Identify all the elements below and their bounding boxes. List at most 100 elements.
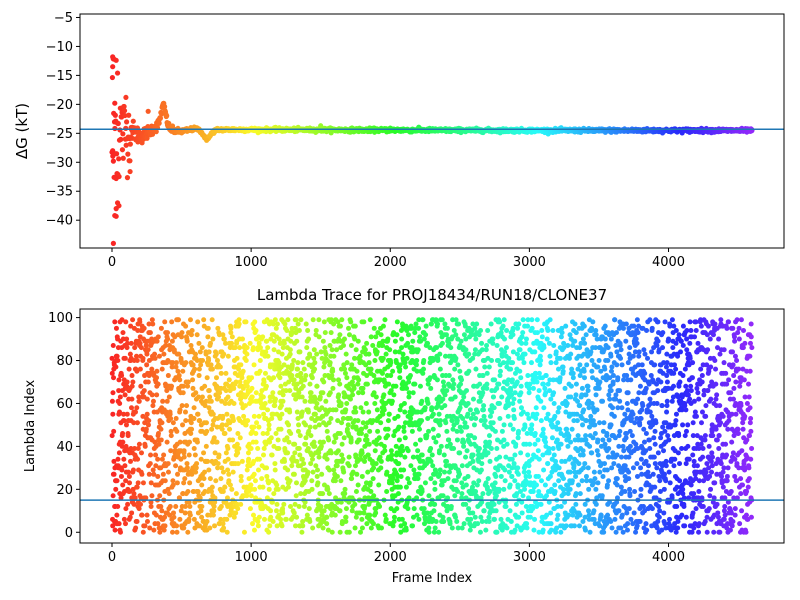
lambda-point [267,523,273,529]
lambda-point [206,358,212,364]
delta-g-point [121,103,127,110]
lambda-point [501,336,507,342]
lambda-point [197,349,203,355]
lambda-point [300,523,306,529]
lambda-point [183,360,189,366]
lambda-point [534,411,540,417]
lambda-point [525,452,531,458]
lambda-point [305,409,311,415]
delta-g-y-tick-label: −40 [46,214,73,229]
lambda-point [482,364,488,370]
lambda-point [485,476,491,482]
delta-g-point [110,240,116,246]
lambda-point [580,452,586,458]
lambda-point [567,332,573,338]
lambda-point [115,456,121,462]
lambda-point [245,450,251,456]
lambda-point [421,366,427,372]
lambda-point [320,439,326,445]
lambda-point [556,478,562,484]
lambda-point [564,400,570,406]
lambda-point [320,491,326,497]
lambda-point [186,516,192,522]
lambda-point [432,480,438,486]
lambda-point [205,334,211,340]
lambda-point [395,491,401,497]
lambda-point [120,439,126,445]
lambda-point [287,409,293,415]
lambda-point [150,467,156,473]
lambda-point [445,476,451,482]
lambda-point [199,514,205,520]
lambda-point [295,321,301,327]
lambda-point [515,484,521,490]
delta-g-point [113,175,119,182]
lambda-point [135,480,141,486]
lambda-point [491,516,497,522]
delta-g-x-tick-label: 3000 [513,255,546,270]
lambda-point [487,458,493,464]
lambda-point [509,456,515,462]
lambda-point [129,383,135,389]
lambda-point [159,366,165,372]
lambda-point [342,486,348,492]
lambda-point [384,488,390,494]
lambda-point [338,478,344,484]
lambda-point [480,491,486,497]
lambda-point [203,443,209,449]
lambda-point [488,321,494,327]
lambda-point [411,506,417,512]
lambda-point [362,347,368,353]
lambda-point [473,336,479,342]
lambda-point [373,394,379,400]
lambda-point [478,514,484,520]
lambda-point [429,452,435,458]
lambda-point [447,521,453,527]
lambda-point [504,327,510,333]
lambda-point [146,321,152,327]
lambda-point [519,510,525,516]
lambda-point [486,364,492,370]
lambda-point [177,516,183,522]
lambda-point [388,388,394,394]
lambda-point [136,394,142,400]
lambda-point [310,317,316,323]
lambda-point [402,454,408,460]
lambda-point [119,373,125,379]
lambda-point [224,411,230,417]
lambda-point [552,413,558,419]
lambda-point [302,398,308,404]
lambda-point [499,394,505,400]
lambda-point [116,388,122,394]
lambda-point [165,469,171,475]
lambda-point [274,321,280,327]
lambda-point [358,431,364,437]
lambda-point [261,446,267,452]
lambda-point [457,450,463,456]
lambda-point [167,411,173,417]
lambda-point [402,435,408,441]
lambda-point [305,469,311,475]
lambda-point [303,441,309,447]
lambda-point [346,454,352,460]
lambda-point [566,433,572,439]
lambda-point [410,390,416,396]
lambda-point [455,488,461,494]
delta-g-point [118,136,124,142]
lambda-point [264,431,270,437]
lambda-point [208,340,214,346]
lambda-point [443,332,449,338]
lambda-point [236,321,242,327]
lambda-point [567,486,573,492]
lambda-point [406,394,412,400]
lambda-point [289,373,295,379]
lambda-point [367,317,373,323]
lambda-point [552,482,558,488]
lambda-point [265,345,271,351]
lambda-point [130,317,136,323]
lambda-point [399,516,405,522]
lambda-point [430,426,436,432]
lambda-point [316,422,322,428]
lambda-point [328,415,334,421]
delta-g-point [114,70,121,76]
